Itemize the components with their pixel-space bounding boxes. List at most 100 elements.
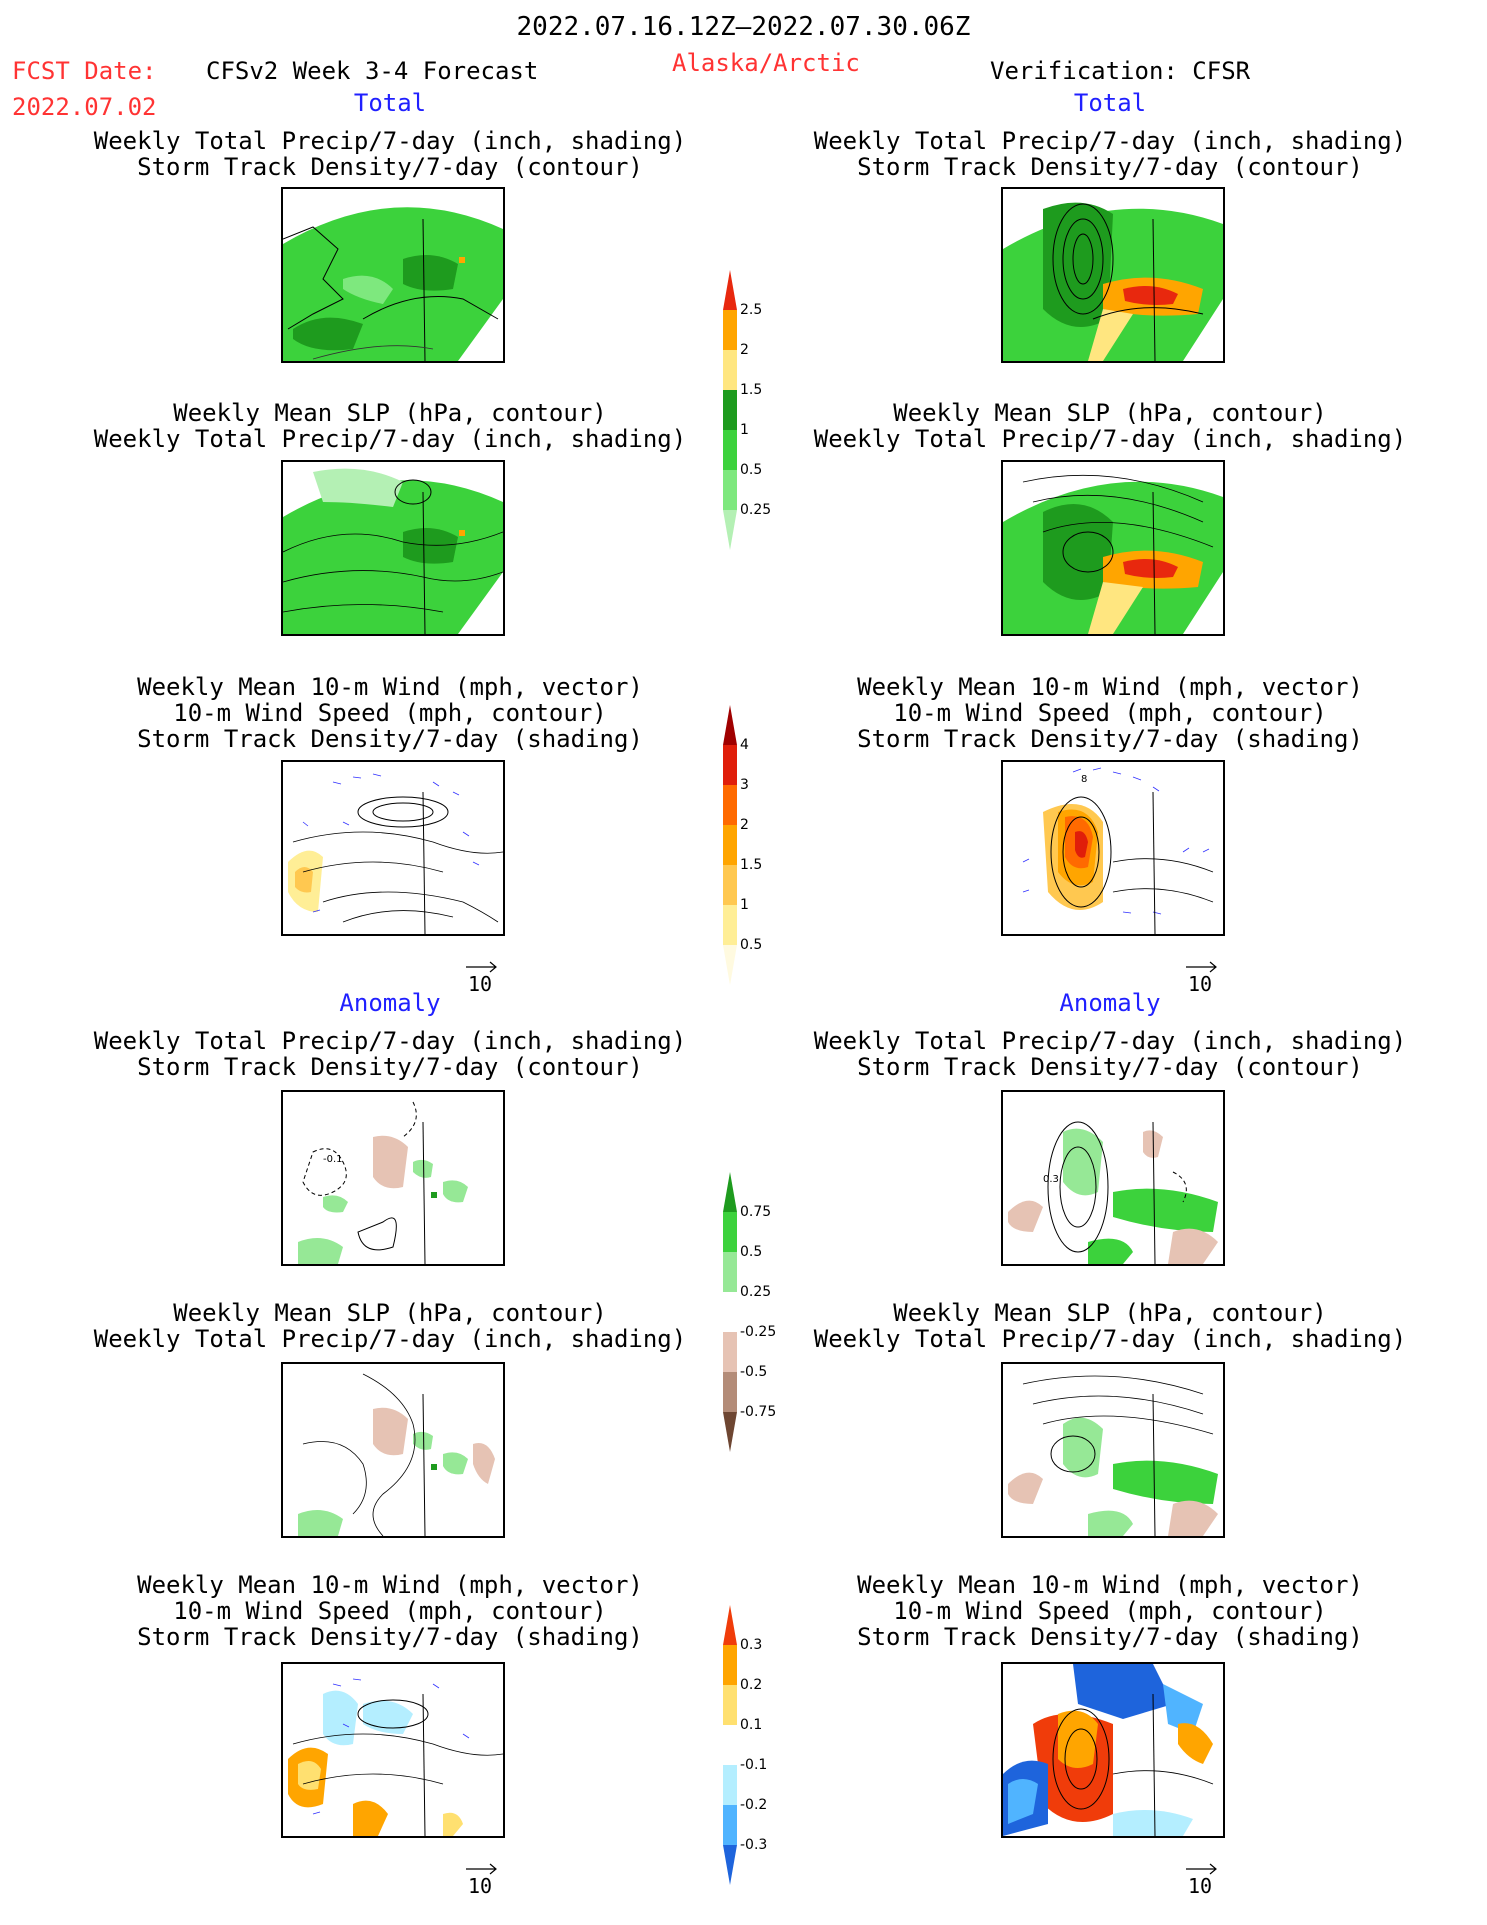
storm_anom-swatch-3 — [723, 1725, 737, 1765]
title-r5-line2: Weekly Total Precip/7-day (inch, shading… — [813, 1325, 1407, 1353]
precip_anom-tick-label-2: 0.25 — [740, 1284, 772, 1300]
title-l6-line2: 10-m Wind Speed (mph, contour) — [173, 1597, 607, 1625]
precip_anom-swatch-2 — [723, 1252, 737, 1292]
storm_total-swatch-6 — [723, 945, 737, 985]
storm_total-swatch-4 — [723, 865, 737, 905]
map-fcst-wind-storm — [281, 760, 505, 936]
title-l2-line1: Weekly Mean SLP (hPa, contour) — [173, 399, 607, 427]
precip_total-swatch-3 — [723, 390, 737, 430]
storm_anom-tick-label-5: -0.3 — [740, 1837, 768, 1853]
title-r3-line3: Storm Track Density/7-day (shading) — [857, 725, 1363, 753]
precip_anom-swatch-5 — [723, 1372, 737, 1412]
title-l2-line2: Weekly Total Precip/7-day (inch, shading… — [93, 425, 687, 453]
precip_anom-swatch-6 — [723, 1412, 737, 1452]
storm_total-tick-label-5: 0.5 — [740, 937, 763, 953]
title-r5-line1: Weekly Mean SLP (hPa, contour) — [893, 1299, 1327, 1327]
title-r6-line1: Weekly Mean 10-m Wind (mph, vector) — [857, 1571, 1363, 1599]
storm_anom-swatch-4 — [723, 1765, 737, 1805]
title-l1-line1: Weekly Total Precip/7-day (inch, shading… — [93, 127, 687, 155]
title-r6-line3: Storm Track Density/7-day (shading) — [857, 1623, 1363, 1651]
precip_anom-swatch-4 — [723, 1332, 737, 1372]
title-r3-line1: Weekly Mean 10-m Wind (mph, vector) — [857, 673, 1363, 701]
contour-label-anom-left: -0.1 — [323, 1154, 343, 1165]
title-l4-line1: Weekly Total Precip/7-day (inch, shading… — [93, 1027, 687, 1055]
title-r1-line2: Storm Track Density/7-day (contour) — [857, 153, 1363, 181]
storm_anom-tick-label-4: -0.2 — [740, 1797, 768, 1813]
colorbar-precip-total: 2.5 2 1.5 1 0.5 0.25 — [722, 270, 792, 550]
precip_total-swatch-4 — [723, 430, 737, 470]
precip_total-tick-label-4: 0.5 — [740, 462, 763, 478]
storm_total-tick-label-3: 1.5 — [740, 857, 763, 873]
title-l5-line2: Weekly Total Precip/7-day (inch, shading… — [93, 1325, 687, 1353]
region-title: Alaska/Arctic — [672, 49, 860, 77]
storm_anom-swatch-2 — [723, 1685, 737, 1725]
map-fcst-precip-total — [281, 187, 505, 363]
storm_total-tick-label-2: 2 — [740, 817, 749, 833]
precip_total-tick-label-2: 1.5 — [740, 382, 763, 398]
storm_total-tick-label-1: 3 — [740, 777, 749, 793]
precip_total-swatch-6 — [723, 510, 737, 550]
storm_anom-swatch-0 — [723, 1605, 737, 1645]
title-r6-line2: 10-m Wind Speed (mph, contour) — [893, 1597, 1327, 1625]
colorbar-storm-anomaly: 0.3 0.2 0.1 -0.1 -0.2 -0.3 — [722, 1605, 792, 1885]
storm_anom-tick-label-1: 0.2 — [740, 1677, 763, 1693]
precip_total-tick-label-3: 1 — [740, 422, 749, 438]
title-l3-line3: Storm Track Density/7-day (shading) — [137, 725, 643, 753]
map-cfsr-precip-anomaly: 0.3 — [1001, 1090, 1225, 1266]
map-fcst-slp-precip — [281, 460, 505, 636]
precip_anom-tick-label-4: -0.5 — [740, 1364, 768, 1380]
precip_anom-swatch-3 — [723, 1292, 737, 1332]
precip_anom-tick-label-5: -0.75 — [740, 1404, 777, 1420]
precip_anom-tick-label-0: 0.75 — [740, 1204, 772, 1220]
title-r2-line1: Weekly Mean SLP (hPa, contour) — [893, 399, 1327, 427]
storm_total-tick-label-0: 4 — [740, 737, 749, 753]
storm_total-swatch-5 — [723, 905, 737, 945]
storm_anom-tick-label-3: -0.1 — [740, 1757, 768, 1773]
title-r3-line2: 10-m Wind Speed (mph, contour) — [893, 699, 1327, 727]
storm_anom-tick-label-0: 0.3 — [740, 1637, 763, 1653]
title-l3-line1: Weekly Mean 10-m Wind (mph, vector) — [137, 673, 643, 701]
map-cfsr-wind-storm: 8 — [1001, 760, 1225, 936]
precip_total-swatch-2 — [723, 350, 737, 390]
section-anomaly-right: Anomaly — [1059, 989, 1161, 1017]
fcst-date-value: 2022.07.02 — [12, 93, 157, 121]
title-r1-line1: Weekly Total Precip/7-day (inch, shading… — [813, 127, 1407, 155]
storm_total-swatch-3 — [723, 825, 737, 865]
map-cfsr-precip-total — [1001, 187, 1225, 363]
date-range-title: 2022.07.16.12Z–2022.07.30.06Z — [516, 12, 971, 42]
precip_total-tick-label-0: 2.5 — [740, 302, 763, 318]
precip_total-tick-label-5: 0.25 — [740, 502, 772, 518]
colorbar-precip-anomaly: 0.75 0.5 0.25 -0.25 -0.5 -0.75 — [722, 1172, 792, 1452]
section-total-right: Total — [1073, 89, 1147, 117]
colorbar-storm-total: 4 3 2 1.5 1 0.5 — [722, 705, 792, 985]
storm_total-swatch-0 — [723, 705, 737, 745]
title-l3-line2: 10-m Wind Speed (mph, contour) — [173, 699, 607, 727]
map-fcst-wind-storm-anomaly — [281, 1662, 505, 1838]
fcst-date-label: FCST Date: — [12, 57, 157, 85]
section-anomaly-left: Anomaly — [339, 989, 441, 1017]
title-r2-line2: Weekly Total Precip/7-day (inch, shading… — [813, 425, 1407, 453]
map-cfsr-wind-storm-anomaly — [1001, 1662, 1225, 1838]
precip_total-swatch-1 — [723, 310, 737, 350]
storm_total-swatch-1 — [723, 745, 737, 785]
title-l5-line1: Weekly Mean SLP (hPa, contour) — [173, 1299, 607, 1327]
verification-title: Verification: CFSR — [990, 57, 1251, 85]
map-fcst-slp-precip-anomaly — [281, 1362, 505, 1538]
precip_anom-tick-label-3: -0.25 — [740, 1324, 777, 1340]
precip_anom-swatch-1 — [723, 1212, 737, 1252]
storm_anom-tick-label-2: 0.1 — [740, 1717, 763, 1733]
title-l1-line2: Storm Track Density/7-day (contour) — [137, 153, 643, 181]
title-r4-line1: Weekly Total Precip/7-day (inch, shading… — [813, 1027, 1407, 1055]
title-r4-line2: Storm Track Density/7-day (contour) — [857, 1053, 1363, 1081]
title-l4-line2: Storm Track Density/7-day (contour) — [137, 1053, 643, 1081]
map-cfsr-slp-precip — [1001, 460, 1225, 636]
contour-label-anom-right: 0.3 — [1043, 1174, 1059, 1185]
contour-label-wind: 8 — [1081, 774, 1087, 785]
storm_total-swatch-2 — [723, 785, 737, 825]
title-l6-line3: Storm Track Density/7-day (shading) — [137, 1623, 643, 1651]
section-total-left: Total — [353, 89, 427, 117]
storm_anom-swatch-5 — [723, 1805, 737, 1845]
forecast-title: CFSv2 Week 3-4 Forecast — [206, 57, 539, 85]
title-l6-line1: Weekly Mean 10-m Wind (mph, vector) — [137, 1571, 643, 1599]
precip_total-tick-label-1: 2 — [740, 342, 749, 358]
